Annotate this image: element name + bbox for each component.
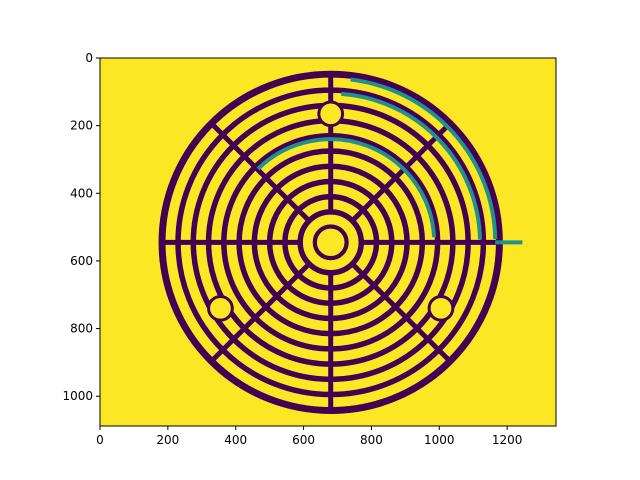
x-tick-label: 800 <box>360 433 383 447</box>
y-tick-label: 800 <box>70 322 93 336</box>
maze-hole <box>207 294 234 322</box>
maze-radial-wall <box>208 262 311 365</box>
axes-frame <box>99 57 557 427</box>
x-axis-ticks: 0 200 400 600 800 1000 1200 <box>96 426 522 447</box>
maze-hole <box>313 225 348 260</box>
x-tick-label: 400 <box>224 433 247 447</box>
maze-hole <box>427 294 455 322</box>
maze-radial-wall <box>208 120 311 223</box>
solution-path-segment <box>350 77 498 240</box>
x-tick-label: 600 <box>292 433 315 447</box>
y-tick-label: 600 <box>70 254 93 268</box>
solution-path-segment <box>256 137 437 238</box>
solution-path <box>256 77 523 245</box>
maze-hole <box>317 100 345 128</box>
y-tick-label: 1000 <box>62 389 93 403</box>
x-tick-label: 1000 <box>424 433 455 447</box>
x-tick-label: 200 <box>156 433 179 447</box>
x-tick-label: 1200 <box>492 433 523 447</box>
y-tick-label: 0 <box>85 51 93 65</box>
y-axis-ticks: 0 200 400 600 800 1000 <box>62 51 100 403</box>
y-tick-label: 200 <box>70 119 93 133</box>
y-tick-label: 400 <box>70 186 93 200</box>
maze-walls <box>158 70 503 414</box>
x-tick-label: 0 <box>96 433 104 447</box>
maze-radial-wall <box>350 262 454 365</box>
plot-area <box>100 58 556 426</box>
solution-path-segment <box>341 91 482 240</box>
